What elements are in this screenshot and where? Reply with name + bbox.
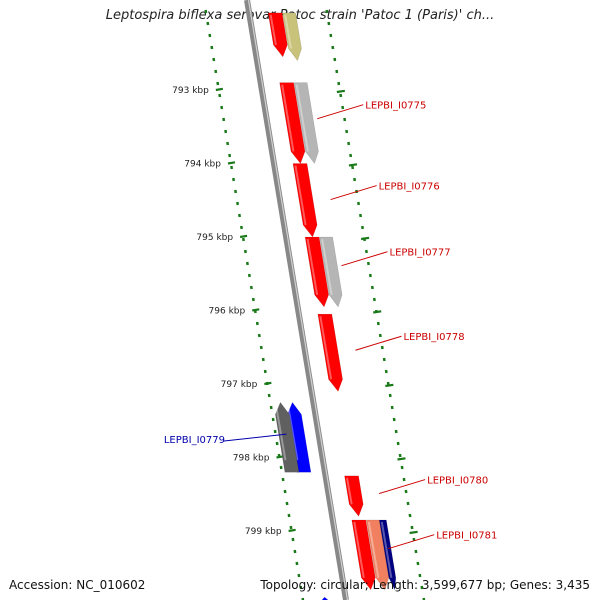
label-leader	[222, 433, 287, 442]
gene-LEPBI_I0779[interactable]	[287, 401, 312, 473]
tick-mark	[276, 455, 284, 459]
tick-label: 793 kbp	[172, 86, 209, 96]
tick-mark	[264, 381, 272, 386]
tick-mark-outer	[373, 310, 382, 314]
label-leader	[341, 251, 388, 267]
gene-shine	[306, 238, 319, 295]
label-leader	[378, 479, 426, 495]
tick-label: 796 kbp	[209, 307, 246, 317]
tick-mark	[227, 161, 236, 165]
gene-shine	[281, 84, 295, 152]
tick-mark-outer	[348, 163, 358, 167]
tick-mark-outer	[360, 236, 370, 241]
tick-label: 799 kbp	[245, 527, 282, 537]
backbone-highlight	[247, 0, 349, 600]
gene-shine	[321, 238, 333, 295]
tick-label: 795 kbp	[196, 233, 233, 243]
gene-top-olive[interactable]	[282, 12, 302, 62]
tick-mark	[252, 308, 260, 312]
gene-shine	[294, 165, 307, 226]
label-leader	[330, 185, 377, 201]
gene-shine	[353, 521, 365, 578]
gene-shine	[346, 477, 353, 505]
tick-mark	[239, 234, 248, 239]
gene-label-LEPBI_I0781[interactable]: LEPBI_I0781	[436, 531, 497, 542]
gene-label-LEPBI_I0779[interactable]: LEPBI_I0779	[164, 435, 225, 446]
gene-label-LEPBI_I0776[interactable]: LEPBI_I0776	[379, 182, 440, 193]
gene-navy-0781[interactable]	[378, 519, 397, 591]
gene-shine	[284, 14, 293, 49]
gene-dark-0779[interactable]	[275, 401, 300, 473]
gene-LEPBI_I0781[interactable]	[351, 519, 376, 591]
genome-backbone	[244, 0, 349, 600]
gene-shine	[319, 316, 333, 380]
tick-mark-outer	[336, 89, 346, 94]
tick-mark-outer	[409, 530, 418, 535]
gene-LEPBI_I0780[interactable]	[344, 475, 364, 517]
gene-label-LEPBI_I0777[interactable]: LEPBI_I0777	[390, 248, 451, 259]
gene-label-LEPBI_I0775[interactable]: LEPBI_I0775	[365, 101, 426, 112]
label-leader	[317, 104, 364, 120]
gene-label-LEPBI_I0778[interactable]: LEPBI_I0778	[403, 332, 464, 343]
gene-bottom-blue[interactable]	[319, 596, 336, 600]
map-title: Leptospira biflexa serovar Patoc strain …	[105, 8, 495, 23]
gene-shine	[274, 404, 287, 461]
gene-label-LEPBI_I0780[interactable]: LEPBI_I0780	[427, 476, 488, 487]
gene-shine	[269, 14, 277, 46]
gene-shine	[367, 521, 380, 578]
gene-LEPBI_I0778[interactable]	[317, 313, 343, 392]
gene-top-red[interactable]	[267, 12, 288, 58]
tick-label: 797 kbp	[221, 380, 258, 390]
tick-mark	[288, 528, 296, 533]
gene-shine	[295, 84, 309, 152]
gene-LEPBI_I0775[interactable]	[279, 82, 306, 165]
gene-grey-0777[interactable]	[319, 236, 343, 308]
tick-mark-outer	[385, 383, 394, 388]
label-leader	[355, 335, 402, 351]
tick-mark-outer	[397, 457, 406, 461]
gene-LEPBI_I0777[interactable]	[304, 236, 329, 308]
tick-mark	[215, 87, 224, 92]
gene-grey-0775[interactable]	[293, 82, 319, 165]
label-leader	[388, 534, 435, 550]
tick-label: 798 kbp	[233, 454, 270, 464]
summary-text: Topology: circular; Length: 3,599,677 bp…	[260, 578, 590, 592]
gene-LEPBI_I0776[interactable]	[292, 163, 318, 238]
gene-shine	[380, 521, 393, 578]
tick-label: 794 kbp	[184, 160, 221, 170]
gene-salmon-0781[interactable]	[365, 519, 390, 591]
gene-shine	[286, 404, 299, 461]
accession-text: Accession: NC_010602	[9, 578, 146, 592]
